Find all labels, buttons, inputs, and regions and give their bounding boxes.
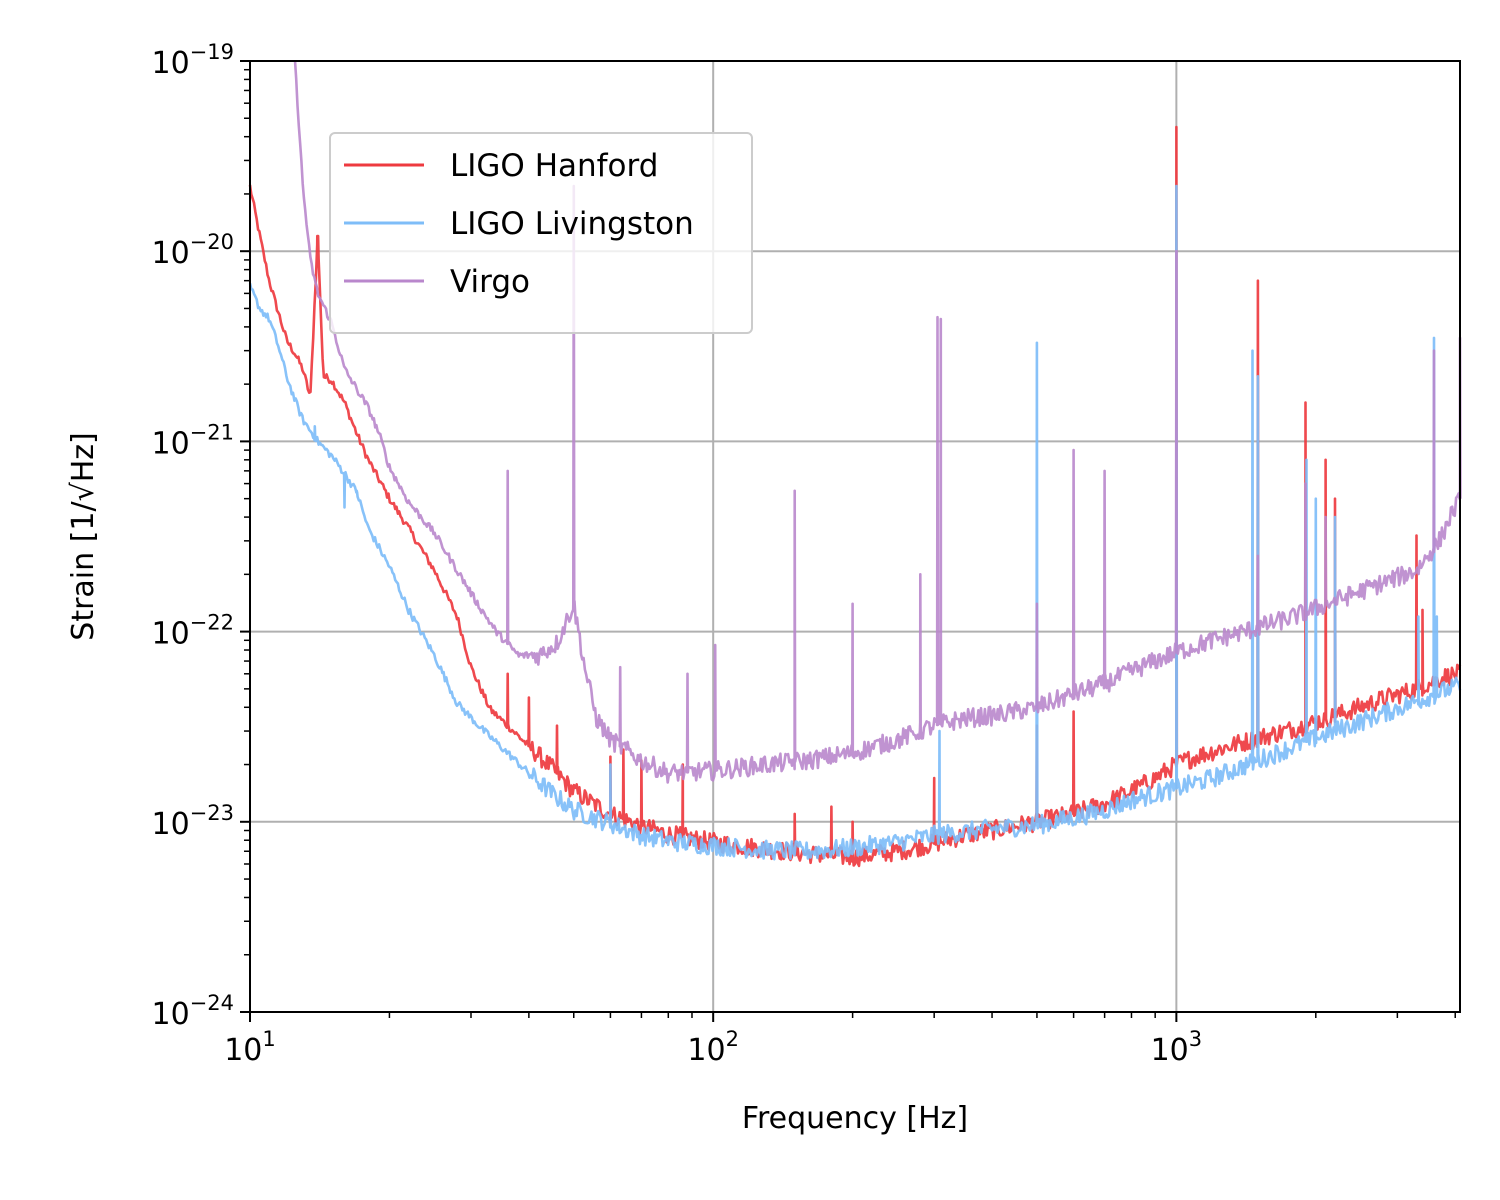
legend-label-0: LIGO Hanford — [450, 148, 658, 184]
tick-labels: 101 102 103 10−24 10−23 10−22 10−21 10−20 10−19 — [151, 40, 1202, 1068]
series-line-2 — [293, 58, 1462, 784]
x-tick-label-0: 101 — [224, 1027, 276, 1068]
series-line-1 — [248, 184, 1462, 861]
y-tick-label-1: 10−23 — [151, 801, 234, 842]
top-mask — [0, 0, 1500, 60]
series-layer — [0, 0, 1500, 868]
y-axis-label: Strain [1/√Hz] — [66, 432, 101, 640]
legend-label-1: LIGO Livingston — [450, 206, 694, 242]
series-line-0 — [248, 125, 1462, 868]
legend-label-2: Virgo — [450, 264, 530, 300]
y-tick-label-3: 10−21 — [151, 420, 234, 461]
legend: LIGO Hanford LIGO Livingston Virgo — [329, 132, 753, 334]
y-tick-label-5: 10−19 — [151, 40, 234, 81]
x-tick-label-1: 102 — [687, 1027, 739, 1068]
legend-box — [329, 132, 753, 334]
plot-frame — [249, 60, 1461, 1013]
y-tick-label-0: 10−24 — [151, 991, 234, 1032]
ticks — [240, 60, 1456, 1022]
x-tick-label-2: 103 — [1151, 1027, 1203, 1068]
y-tick-label-2: 10−22 — [151, 611, 234, 652]
y-tick-label-4: 10−20 — [151, 230, 234, 271]
x-axis-label: Frequency [Hz] — [742, 1101, 968, 1136]
